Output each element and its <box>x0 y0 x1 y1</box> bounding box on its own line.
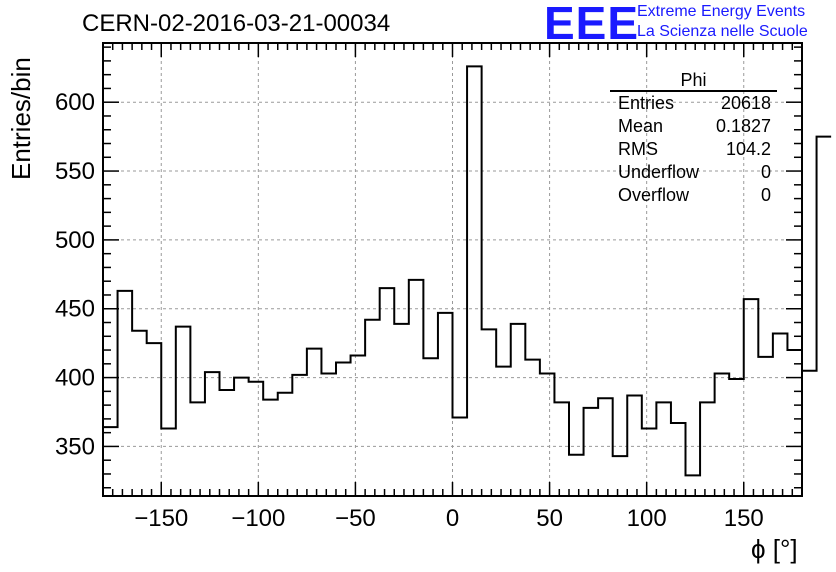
stats-label: Mean <box>618 116 664 136</box>
histogram-bin <box>176 327 191 496</box>
histogram-bin <box>321 373 336 496</box>
histogram-bin <box>351 356 366 496</box>
histogram-bin <box>540 373 555 496</box>
x-tick-label: −100 <box>231 505 285 532</box>
histogram-bin <box>438 313 453 496</box>
histogram-bin <box>409 280 424 496</box>
histogram-bin <box>525 360 540 496</box>
y-axis-label: Entries/bin <box>6 57 36 180</box>
histogram-bin <box>744 299 759 496</box>
chart-title: CERN-02-2016-03-21-00034 <box>82 10 391 37</box>
histogram-bin <box>103 427 118 496</box>
histogram-bin <box>642 429 657 496</box>
histogram-bin <box>132 331 147 496</box>
eee-logo-mark: EEE <box>544 0 640 49</box>
histogram-bin <box>205 372 220 496</box>
histogram-bin <box>453 418 468 496</box>
histogram-bin <box>234 378 249 496</box>
histogram-bin <box>656 402 671 496</box>
stats-row: Mean 0.1827 <box>610 115 777 138</box>
x-tick-label: 50 <box>536 505 563 532</box>
histogram-bin <box>161 429 176 496</box>
histogram-bin <box>467 66 482 496</box>
histogram-bin <box>773 334 788 496</box>
y-tick-label: 400 <box>55 365 95 392</box>
stats-row: Underflow 0 <box>610 161 777 184</box>
y-tick-label: 550 <box>55 158 95 185</box>
y-tick-label: 500 <box>55 227 95 254</box>
histogram-bin <box>671 423 686 496</box>
histogram-bin <box>336 362 351 496</box>
stats-row: Entries 20618 <box>610 92 777 115</box>
stats-label: Underflow <box>618 162 700 182</box>
stats-label: Overflow <box>618 185 690 205</box>
histogram-bin <box>627 395 642 496</box>
histogram-bin <box>394 324 409 496</box>
histogram-bin <box>263 400 278 496</box>
histogram-bin <box>700 402 715 496</box>
histogram-bin <box>118 291 133 496</box>
y-tick-label: 450 <box>55 296 95 323</box>
histogram-bin <box>190 402 205 496</box>
histogram-bin <box>511 324 526 496</box>
stats-value: 20618 <box>720 93 771 113</box>
histogram-bin <box>249 382 264 496</box>
histogram-bin <box>423 358 438 496</box>
y-tick-labels: 350 400 450 500 550 600 <box>55 89 95 460</box>
histogram-bin <box>482 329 497 496</box>
x-axis-label: ϕ [°] <box>751 534 798 564</box>
stats-box-title: Phi <box>680 70 707 90</box>
axis-ticks <box>103 43 802 496</box>
stats-row: Overflow 0 <box>610 184 777 207</box>
x-tick-label: 100 <box>627 505 667 532</box>
y-tick-label: 600 <box>55 89 95 116</box>
histogram-outline <box>103 65 832 477</box>
y-tick-label: 350 <box>55 433 95 460</box>
histogram-bin <box>613 456 628 496</box>
histogram-bin <box>365 320 380 496</box>
histogram-bin <box>220 390 235 496</box>
histogram-bin <box>292 375 307 496</box>
histogram-bin <box>554 402 569 496</box>
histogram-bin <box>278 393 293 496</box>
x-tick-label: −150 <box>134 505 188 532</box>
x-tick-label: 150 <box>724 505 764 532</box>
histogram-bin <box>147 343 162 496</box>
histogram-bin <box>496 367 511 496</box>
stats-box-divider <box>610 90 777 92</box>
histogram-bin <box>380 288 395 496</box>
stats-value: 0 <box>760 185 771 205</box>
histogram-bin <box>686 475 701 496</box>
histogram-bin <box>584 408 599 496</box>
plot-frame <box>102 42 803 497</box>
histogram-bin <box>802 371 817 496</box>
stats-label: Entries <box>618 93 675 113</box>
histogram-bin <box>715 373 730 496</box>
histogram-bin <box>569 455 584 496</box>
x-tick-label: 0 <box>446 505 459 532</box>
stats-box: Phi Entries 20618 Mean 0.1827 RMS 104.2 … <box>610 70 777 207</box>
stats-row: RMS 104.2 <box>610 138 777 161</box>
x-tick-label: −50 <box>335 505 376 532</box>
x-tick-labels: −150 −100 −50 0 50 100 150 <box>134 505 764 532</box>
logo-line-1: Extreme Energy Events <box>637 3 806 20</box>
stats-label: RMS <box>618 139 658 159</box>
stats-value: 104.2 <box>725 139 771 159</box>
histogram-bin <box>729 379 744 496</box>
histogram-bin <box>307 349 322 496</box>
stats-value: 0 <box>760 162 771 182</box>
logo-line-2: La Scienza nelle Scuole <box>637 23 808 40</box>
histogram-bin <box>817 137 832 496</box>
stats-value: 0.1827 <box>715 116 771 136</box>
histogram-bin <box>598 398 613 496</box>
